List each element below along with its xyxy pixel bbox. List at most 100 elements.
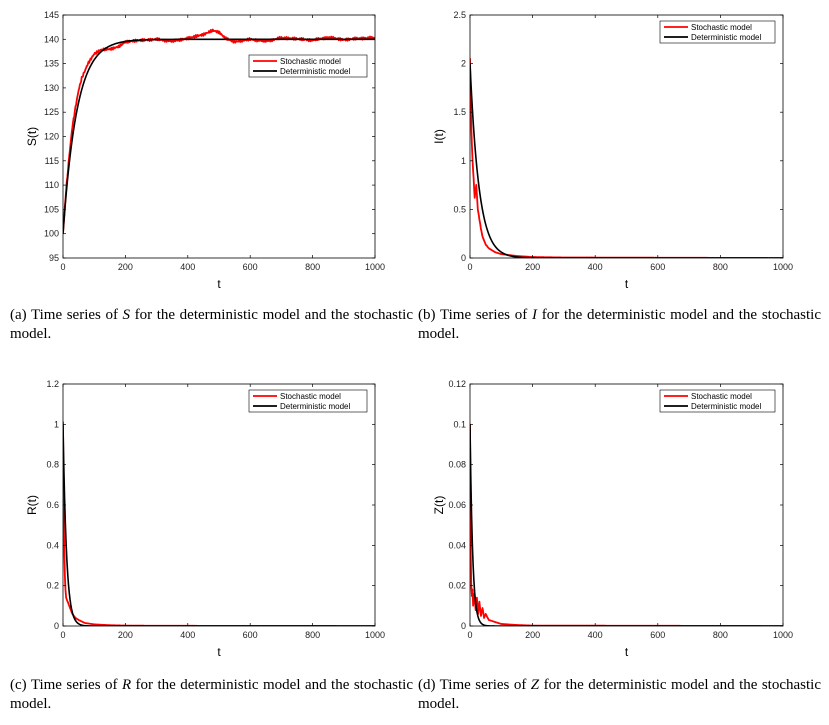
- x-tick-label-a-2: 400: [180, 262, 195, 272]
- x-tick-label-c-0: 0: [60, 630, 65, 640]
- x-tick-label-a-0: 0: [60, 262, 65, 272]
- y-tick-label-a-5: 120: [44, 132, 59, 142]
- y-tick-label-c-6: 1.2: [46, 379, 59, 389]
- plot-area-d: 0 200 400 600 800 1000 0 0.02 0.04 0.06 0.08 0.1 0.1…: [432, 379, 793, 659]
- series-line-b-stochastic: [470, 58, 783, 258]
- series-line-c-deterministic: [63, 424, 375, 626]
- caption-a-prefix: (a) Time series of: [10, 307, 123, 323]
- y-tick-label-a-1: 100: [44, 229, 59, 239]
- x-tick-label-d-1: 200: [525, 630, 540, 640]
- x-tick-label-c-3: 600: [243, 630, 258, 640]
- y-tick-label-c-1: 0.2: [46, 581, 59, 591]
- legend-label-b-0: Stochastic model: [691, 23, 752, 32]
- plot-area-c: 0 200 400 600 800 1000 0 0.2 0.4 0.6 0.8 1 1.2 t R(t) S…: [25, 379, 385, 659]
- caption-c-suffix: for the deterministic model and the stoc…: [10, 677, 413, 712]
- y-tick-label-c-5: 1: [54, 419, 59, 429]
- caption-d-symbol: Z: [530, 677, 540, 693]
- y-axis-label-c: R(t): [25, 495, 39, 515]
- y-axis-label-d: Z(t): [432, 496, 446, 515]
- caption-c-symbol: R: [121, 677, 132, 693]
- series-group-d: [470, 423, 783, 626]
- chart-panel-a: 0 200 400 600 800 1000 95 100 105 110 115 120 125 130…: [0, 0, 410, 300]
- x-tick-label-d-3: 600: [650, 630, 665, 640]
- y-axis-label-a: S(t): [25, 127, 39, 146]
- y-tick-label-a-6: 125: [44, 107, 59, 117]
- y-tick-label-a-3: 110: [45, 180, 59, 190]
- caption-c-prefix: (c) Time series of: [10, 677, 122, 693]
- y-tick-label-d-6: 0.12: [448, 379, 466, 389]
- x-axis-label-a: t: [217, 277, 221, 291]
- x-tick-label-c-1: 200: [118, 630, 133, 640]
- series-line-a-stochastic: [63, 28, 375, 234]
- y-axis-label-b: I(t): [432, 129, 446, 144]
- y-tick-label-b-3: 1.5: [453, 107, 466, 117]
- chart-d: 0 200 400 600 800 1000 0 0.02 0.04 0.06 0.08 0.1 0.1…: [432, 379, 793, 659]
- chart-panel-b: 0 200 400 600 800 1000 0 0.5 1 1.5 2 2.5 t I(t) Stocha…: [410, 0, 829, 300]
- x-tick-label-a-4: 800: [305, 262, 320, 272]
- x-tick-label-b-5: 1000: [773, 262, 793, 272]
- y-tick-label-c-4: 0.8: [46, 460, 59, 470]
- legend-label-c-0: Stochastic model: [280, 392, 341, 401]
- x-tick-label-d-2: 400: [588, 630, 603, 640]
- x-tick-label-d-0: 0: [467, 630, 472, 640]
- y-tick-label-b-1: 0.5: [453, 204, 466, 214]
- x-tick-label-b-1: 200: [525, 262, 540, 272]
- x-axis-label-c: t: [217, 645, 221, 659]
- legend-box-c: [248, 389, 368, 413]
- x-tick-label-d-4: 800: [713, 630, 728, 640]
- series-line-a-deterministic: [63, 38, 375, 234]
- y-tick-label-a-0: 95: [49, 253, 59, 263]
- y-tick-label-c-0: 0: [54, 621, 59, 631]
- chart-b: 0 200 400 600 800 1000 0 0.5 1 1.5 2 2.5 t I(t) Stocha…: [432, 10, 793, 291]
- y-tick-label-a-4: 115: [45, 156, 59, 166]
- caption-b-prefix: (b) Time series of: [418, 307, 532, 323]
- plot-area-a: 0 200 400 600 800 1000 95 100 105 110 115 120 125 130…: [25, 10, 385, 291]
- x-tick-label-b-2: 400: [588, 262, 603, 272]
- y-tick-label-d-1: 0.02: [448, 581, 466, 591]
- x-tick-label-b-0: 0: [467, 262, 472, 272]
- x-axis-label-b: t: [625, 277, 629, 291]
- x-tick-label-b-3: 600: [650, 262, 665, 272]
- y-tick-label-a-9: 140: [44, 34, 59, 44]
- legend-label-a-1: Deterministic model: [280, 67, 350, 76]
- series-line-d-stochastic: [470, 423, 783, 626]
- series-group-c: [63, 421, 375, 626]
- x-tick-label-b-4: 800: [713, 262, 728, 272]
- y-tick-label-b-0: 0: [461, 253, 466, 263]
- y-tick-label-d-5: 0.1: [453, 419, 466, 429]
- y-tick-label-b-5: 2.5: [453, 10, 466, 20]
- y-tick-label-b-2: 1: [461, 156, 466, 166]
- chart-panel-c: 0 200 400 600 800 1000 0 0.2 0.4 0.6 0.8 1 1.2 t R(t) S…: [0, 370, 410, 670]
- series-group-a: [63, 28, 375, 234]
- legend-label-c-1: Deterministic model: [280, 402, 350, 411]
- chart-c: 0 200 400 600 800 1000 0 0.2 0.4 0.6 0.8 1 1.2 t R(t) S…: [25, 379, 385, 659]
- y-tick-label-a-10: 145: [44, 10, 59, 20]
- caption-a-symbol: S: [122, 307, 131, 323]
- y-tick-label-d-3: 0.06: [448, 500, 466, 510]
- y-tick-label-c-3: 0.6: [46, 500, 59, 510]
- series-line-c-stochastic: [63, 421, 375, 626]
- x-tick-label-a-5: 1000: [365, 262, 385, 272]
- y-tick-label-a-7: 130: [44, 83, 59, 93]
- series-line-b-deterministic: [470, 63, 783, 258]
- chart-a: 0 200 400 600 800 1000 95 100 105 110 115 120 125 130…: [25, 10, 385, 291]
- y-tick-label-c-2: 0.4: [46, 540, 59, 550]
- series-line-d-deterministic: [470, 424, 783, 626]
- y-tick-label-b-4: 2: [461, 59, 466, 69]
- caption-b: (b) Time series of I for the determinist…: [418, 306, 821, 344]
- axes-box-c: [62, 383, 376, 627]
- legend-label-a-0: Stochastic model: [280, 57, 341, 66]
- caption-b-symbol: I: [532, 307, 537, 323]
- y-tick-label-a-8: 135: [44, 59, 59, 69]
- axes-box-a: [62, 14, 376, 259]
- x-tick-label-d-5: 1000: [773, 630, 793, 640]
- plot-area-b: 0 200 400 600 800 1000 0 0.5 1 1.5 2 2.5 t I(t) Stocha…: [432, 10, 793, 291]
- x-tick-label-c-2: 400: [180, 630, 195, 640]
- x-tick-label-a-3: 600: [243, 262, 258, 272]
- caption-a: (a) Time series of S for the determinist…: [10, 306, 413, 344]
- series-group-b: [470, 58, 783, 258]
